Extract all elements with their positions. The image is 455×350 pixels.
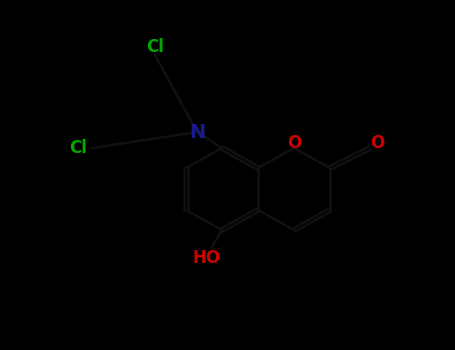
Text: O: O: [287, 134, 301, 152]
Text: HO: HO: [193, 249, 221, 267]
Text: O: O: [370, 134, 384, 152]
Text: Cl: Cl: [146, 38, 164, 56]
Text: Cl: Cl: [69, 139, 87, 157]
Text: N: N: [189, 122, 205, 141]
